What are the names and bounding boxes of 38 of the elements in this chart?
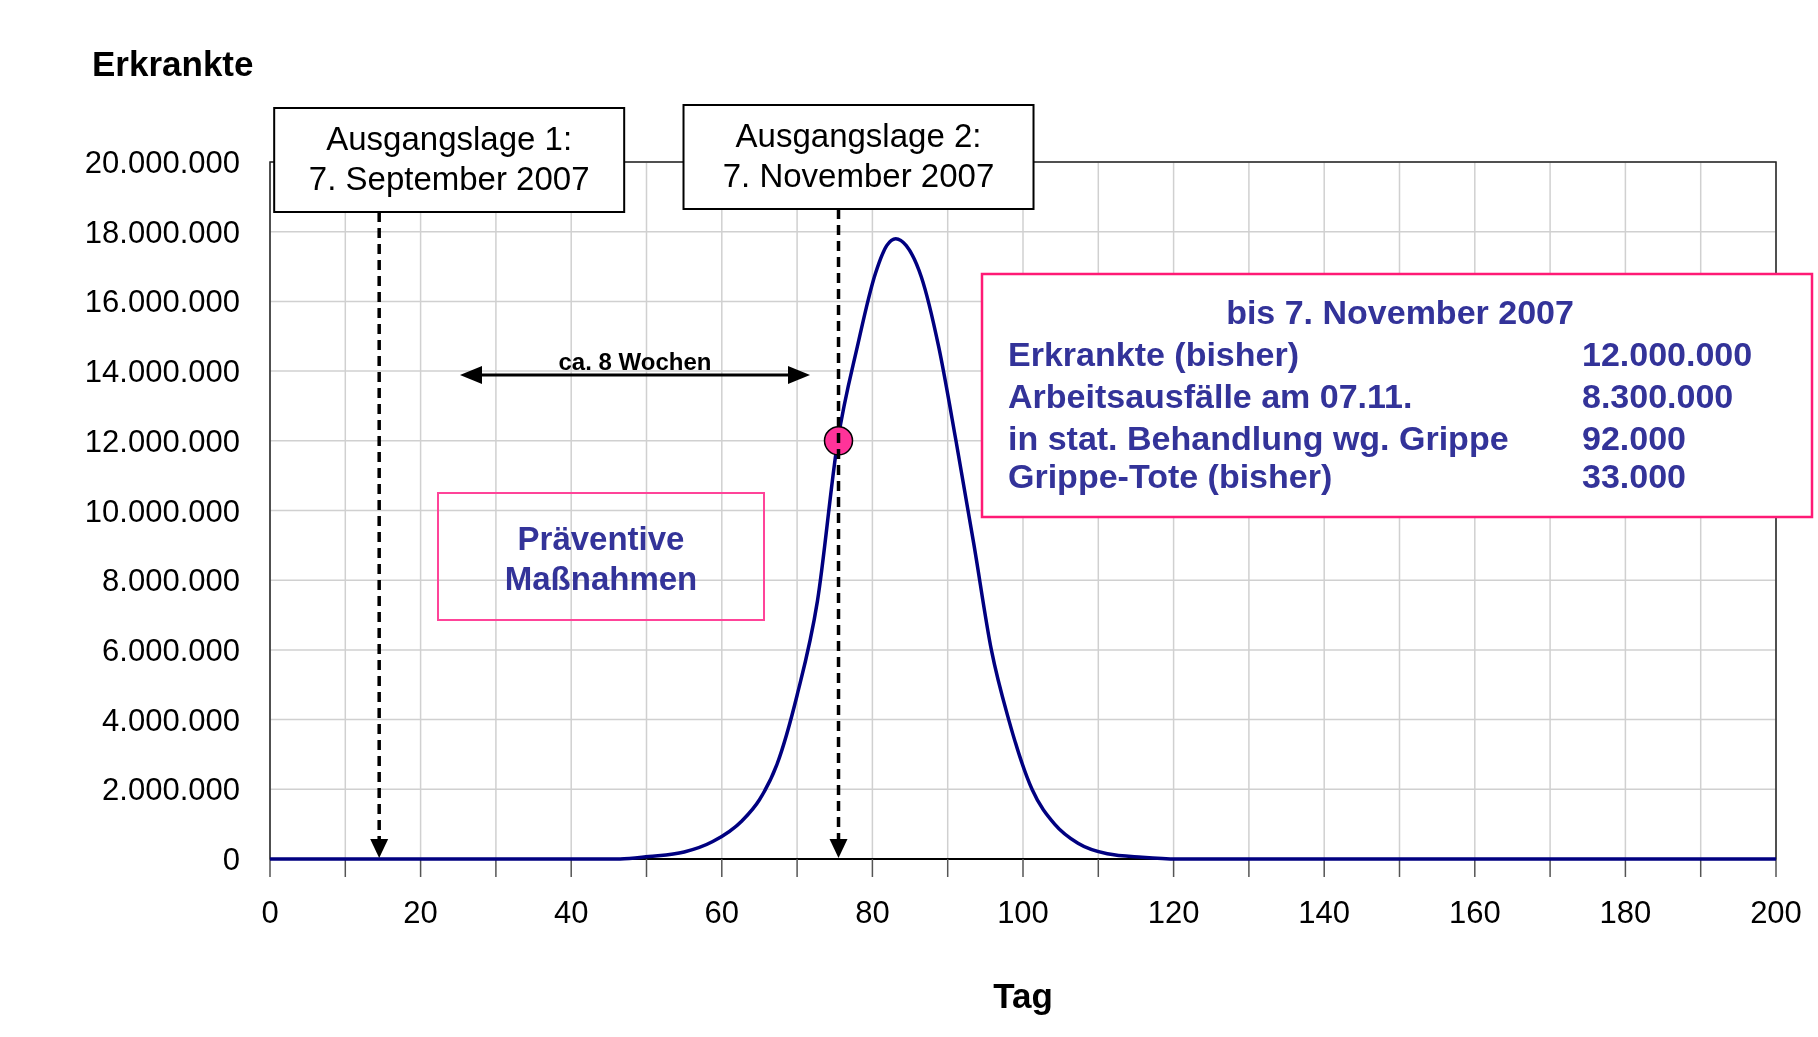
x-tick-label: 100 [997,895,1049,930]
annotation: 33.000 [1582,457,1686,495]
y-tick-label: 16.000.000 [84,284,240,320]
x-tick-label: 180 [1599,895,1652,930]
annotation: 92.000 [1582,419,1686,457]
y-tick-label: 0 [222,842,240,877]
y-tick-label: 14.000.000 [84,354,240,390]
y-tick-label: 18.000.000 [84,214,240,250]
y-tick-label: 10.000.000 [84,493,240,529]
y-tick-label: 2.000.000 [102,772,240,808]
x-tick-label: 0 [261,895,279,930]
x-tick-label: 40 [553,895,589,930]
annotation: Arbeitsausfälle am 07.11. [1008,377,1413,415]
annotation: in stat. Behandlung wg. Grippe [1008,419,1509,457]
annotation: Ausgangslage 2: 7. November 2007 [722,117,995,194]
annotation: Grippe-Tote (bisher) [1008,457,1333,495]
annotation: ca. 8 Wochen [558,348,712,375]
x-tick-label: 140 [1298,895,1351,930]
x-tick-label: 120 [1147,895,1200,930]
annotation: 12.000.000 [1582,335,1753,373]
annotation: Ausgangslage 1: 7. September 2007 [308,120,590,197]
line-series [268,236,1778,861]
y-tick-label: 4.000.000 [102,702,240,738]
chart-title: Erkrankte [92,44,254,83]
annotation: Erkrankte (bisher) [1008,335,1299,373]
y-tick-label: 20.000.000 [84,145,240,180]
y-tick-label: 12.000.000 [84,423,240,459]
x-tick-label: 160 [1448,895,1501,930]
annotation: bis 7. November 2007 [1226,293,1574,331]
y-tick-label: 6.000.000 [102,632,240,668]
x-tick-label: 200 [1750,895,1802,930]
y-tick-label: 8.000.000 [102,563,240,599]
annotation: 8.300.000 [1582,377,1734,415]
x-tick-label: 20 [403,895,438,930]
x-axis-title: Tag [993,976,1053,1015]
x-tick-label: 60 [704,895,740,930]
annotation: Präventive Maßnahmen [504,520,698,597]
x-tick-label: 80 [855,895,890,930]
